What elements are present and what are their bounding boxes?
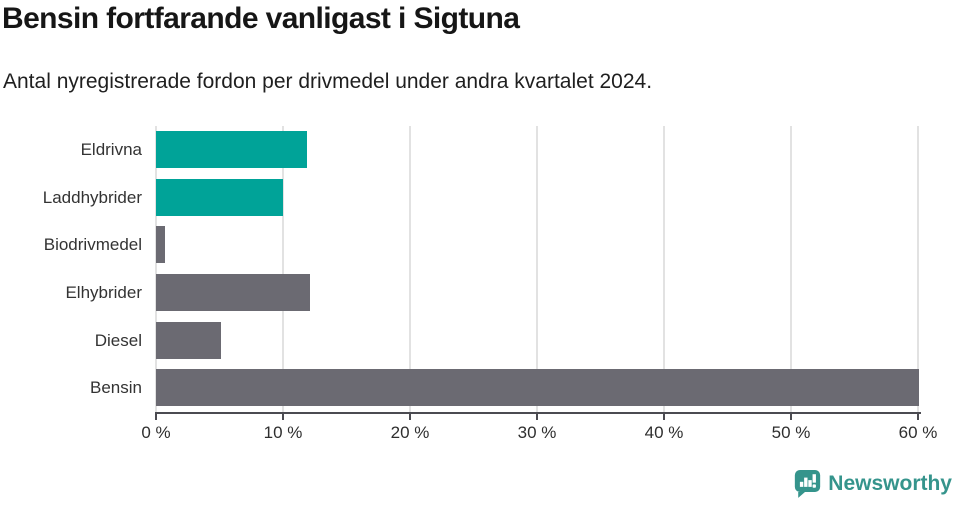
x-axis-tick-label: 40 % bbox=[644, 423, 684, 442]
category-label: Elhybrider bbox=[65, 282, 142, 302]
gridline bbox=[536, 126, 538, 412]
x-axis-tick-label: 10 % bbox=[263, 423, 303, 442]
gridline bbox=[155, 126, 157, 412]
bar-diesel bbox=[156, 321, 221, 359]
bar-eldrivna bbox=[156, 131, 308, 168]
plot-area bbox=[155, 126, 921, 412]
x-axis-tick-label: 20 % bbox=[390, 423, 430, 442]
gridline bbox=[663, 126, 665, 412]
bar-chart-speech-bubble-icon bbox=[795, 470, 821, 498]
newsworthy-logo: Newsworthy bbox=[794, 469, 952, 498]
bar-biodrivmedel bbox=[156, 226, 165, 264]
x-axis-tick bbox=[917, 414, 919, 420]
x-axis-tick bbox=[155, 414, 157, 420]
category-label: Diesel bbox=[94, 330, 142, 350]
x-axis-tick-label: 50 % bbox=[771, 423, 811, 442]
bar-laddhybrider bbox=[156, 178, 283, 216]
category-label: Eldrivna bbox=[80, 139, 142, 159]
category-label: Laddhybrider bbox=[42, 187, 142, 207]
chart-title: Bensin fortfarande vanligast i Sigtuna bbox=[2, 2, 520, 35]
category-label: Biodrivmedel bbox=[43, 235, 142, 255]
x-axis-tick bbox=[536, 414, 538, 420]
category-label: Bensin bbox=[90, 378, 142, 398]
gridline bbox=[409, 126, 411, 412]
x-axis-line bbox=[155, 412, 921, 414]
brand-name: Newsworthy bbox=[828, 471, 952, 495]
gridline bbox=[282, 126, 284, 412]
chart-subtitle: Antal nyregistrerade fordon per drivmede… bbox=[3, 70, 653, 93]
x-axis-tick-label: 60 % bbox=[898, 423, 938, 442]
x-axis-tick bbox=[663, 414, 665, 420]
x-axis-tick bbox=[282, 414, 284, 420]
x-axis-tick-label: 0 % bbox=[141, 423, 171, 442]
gridline bbox=[790, 126, 792, 412]
gridline bbox=[917, 126, 919, 412]
x-axis-tick bbox=[409, 414, 411, 420]
bar-bensin bbox=[156, 369, 920, 407]
bar-elhybrider bbox=[156, 274, 310, 311]
x-axis-tick-label: 30 % bbox=[517, 423, 557, 442]
x-axis-tick bbox=[790, 414, 792, 420]
